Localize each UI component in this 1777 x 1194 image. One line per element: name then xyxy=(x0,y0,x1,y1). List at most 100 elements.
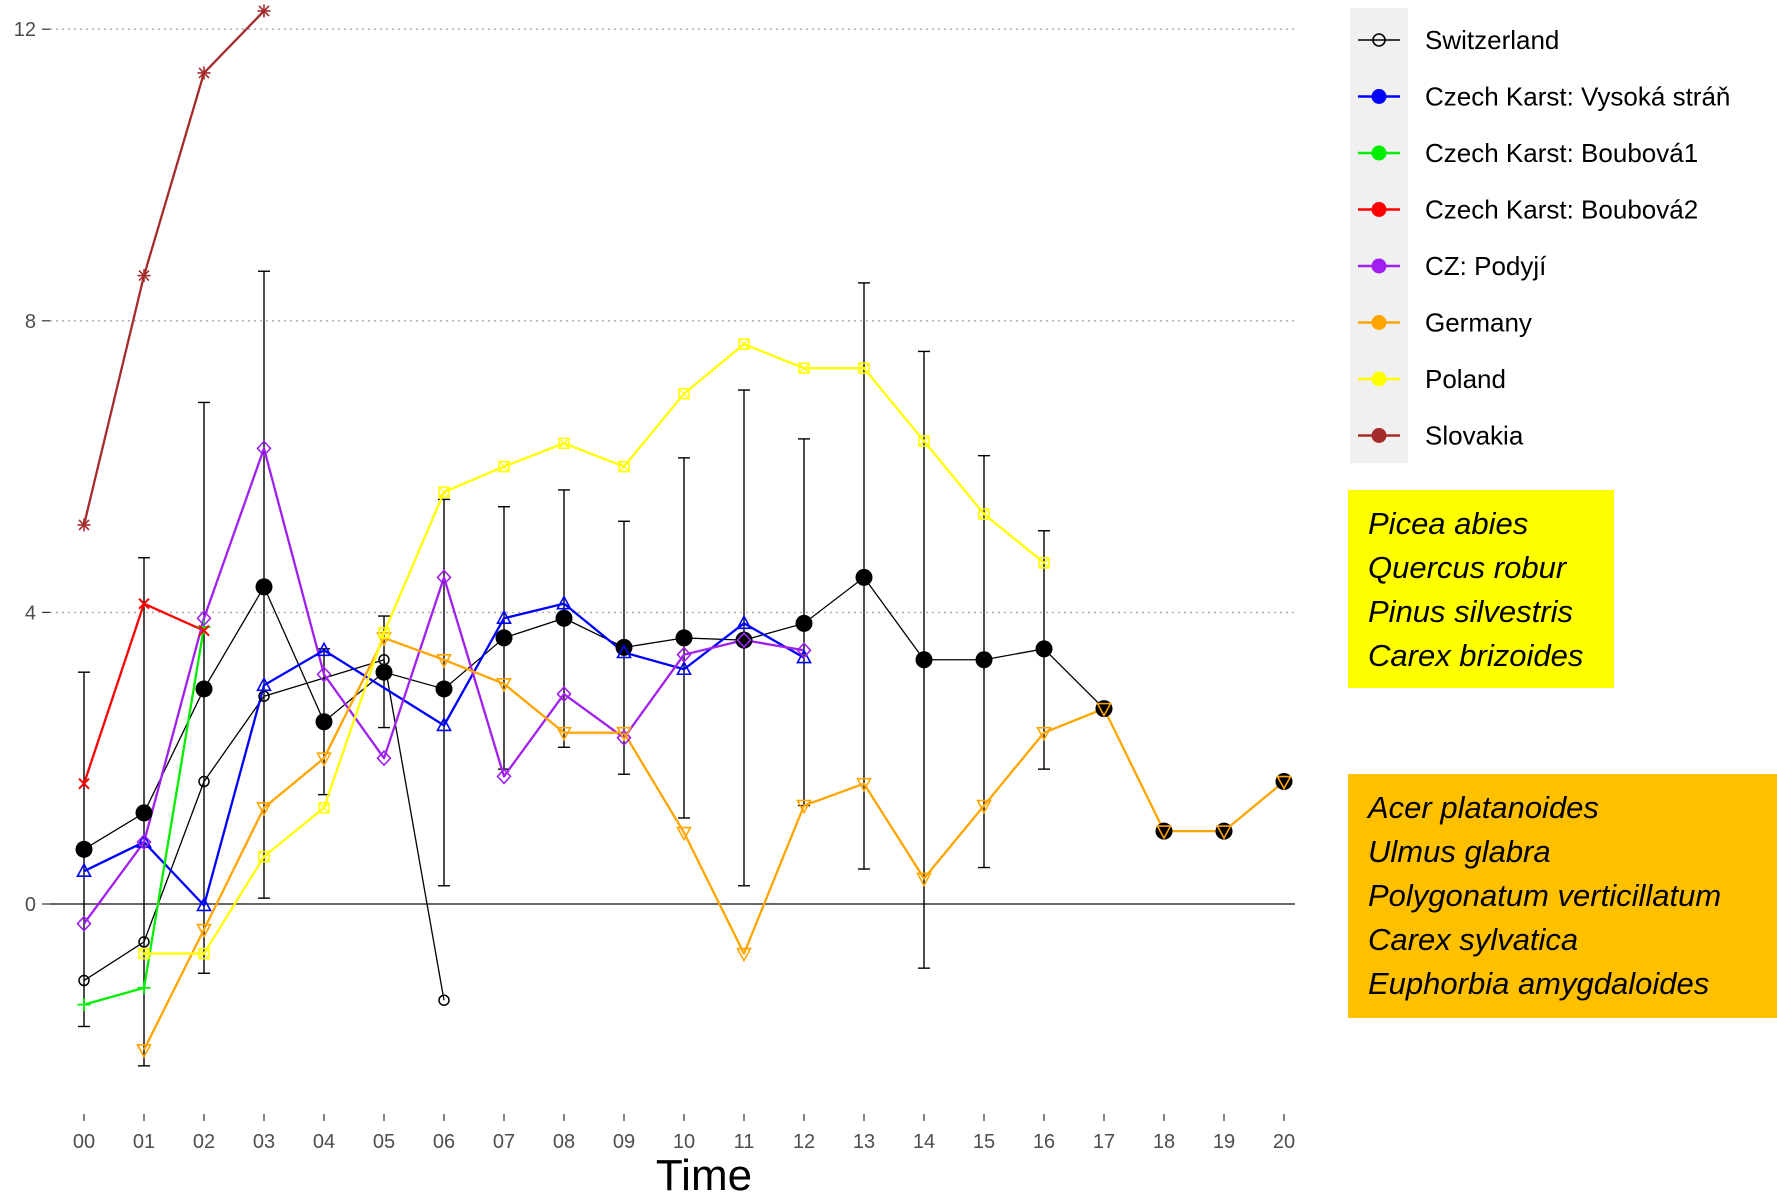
data-point xyxy=(796,642,812,659)
legend-item: Czech Karst: Vysoká stráň xyxy=(1358,82,1730,112)
data-point xyxy=(257,4,271,18)
legend-item: Poland xyxy=(1358,364,1506,394)
legend: Switzerland Czech Karst: Vysoká stráň Czec… xyxy=(1350,8,1730,463)
data-point xyxy=(555,609,573,627)
data-point xyxy=(738,338,750,350)
data-point xyxy=(676,646,692,663)
x-tick-label: 07 xyxy=(493,1131,515,1153)
data-point xyxy=(76,862,92,877)
data-point xyxy=(196,896,212,912)
data-point xyxy=(975,651,993,669)
legend-key-marker xyxy=(1371,428,1387,443)
data-point xyxy=(258,850,270,863)
data-point xyxy=(1036,726,1052,742)
series-line xyxy=(142,636,1285,1051)
y-axis-ticks: 0 4 8 12 xyxy=(14,19,50,916)
legend-label: Slovakia xyxy=(1425,421,1524,451)
data-point xyxy=(75,840,93,858)
data-point xyxy=(137,981,151,995)
x-tick-label: 17 xyxy=(1093,1131,1115,1153)
x-tick-label: 04 xyxy=(313,1131,335,1153)
series-line xyxy=(83,447,805,925)
data-point xyxy=(676,660,692,676)
legend-label: Czech Karst: Boubová2 xyxy=(1425,195,1698,225)
data-point xyxy=(138,936,150,948)
data-point xyxy=(736,947,752,963)
data-point xyxy=(796,799,812,815)
legend-label: CZ: Podyjí xyxy=(1425,251,1547,281)
y-tick-label: 4 xyxy=(25,602,36,624)
data-point xyxy=(858,362,870,374)
data-point xyxy=(796,648,812,664)
x-tick-label: 01 xyxy=(133,1131,155,1153)
legend-item: Czech Karst: Boubová1 xyxy=(1358,138,1698,168)
data-point xyxy=(976,799,992,815)
series-line xyxy=(83,659,445,1001)
legend-item: CZ: Podyjí xyxy=(1358,251,1547,281)
data-point xyxy=(736,631,752,649)
data-point xyxy=(256,676,272,692)
x-tick-label: 13 xyxy=(853,1131,875,1153)
data-point xyxy=(915,651,933,669)
species-box-yellow: Picea abies Quercus robur Pinus silvestris… xyxy=(1348,490,1614,688)
legend-key-marker xyxy=(1371,258,1387,274)
data-point xyxy=(198,947,210,960)
data-point xyxy=(378,627,390,639)
data-point xyxy=(736,614,752,630)
data-point xyxy=(138,947,150,960)
legend-key-marker xyxy=(1371,371,1387,387)
x-tick-label: 19 xyxy=(1213,1131,1235,1153)
x-tick-label: 15 xyxy=(973,1131,995,1153)
x-tick-label: 16 xyxy=(1033,1131,1055,1153)
legend-label: Czech Karst: Vysoká stráň xyxy=(1425,82,1730,112)
species-name: Pinus silvestris xyxy=(1368,594,1573,629)
legend-label: Poland xyxy=(1425,364,1506,394)
data-point xyxy=(856,777,872,793)
x-tick-label: 18 xyxy=(1153,1131,1175,1153)
legend-key-marker xyxy=(1371,202,1387,217)
data-point xyxy=(798,362,810,374)
legend-key-marker xyxy=(1371,89,1387,104)
species-name: Polygonatum verticillatum xyxy=(1368,878,1722,913)
grid-lines xyxy=(50,28,1295,905)
legend-item: Slovakia xyxy=(1358,421,1524,451)
legend-label: Czech Karst: Boubová1 xyxy=(1425,138,1698,168)
data-point xyxy=(855,568,873,586)
data-point xyxy=(795,614,813,632)
data-point xyxy=(316,752,332,767)
data-point xyxy=(198,775,210,788)
data-point xyxy=(198,624,210,637)
series-line xyxy=(144,342,1045,955)
data-point xyxy=(616,643,632,659)
x-tick-label: 08 xyxy=(553,1131,575,1153)
x-axis-ticks: 00 01 02 03 04 05 06 07 08 09 10 11 12 13 14 15 16 17 18 19… xyxy=(73,1114,1295,1153)
data-point xyxy=(136,833,152,848)
data-point xyxy=(76,915,92,932)
data-point xyxy=(1216,825,1232,840)
data-point xyxy=(136,833,152,851)
data-point xyxy=(436,653,452,669)
legend-key-marker xyxy=(1371,145,1387,161)
data-point xyxy=(378,654,390,666)
series-lines xyxy=(82,10,1285,1051)
data-point xyxy=(675,629,693,647)
data-point xyxy=(318,802,330,814)
species-name: Quercus robur xyxy=(1368,550,1567,585)
data-point xyxy=(558,437,570,450)
data-point xyxy=(495,629,513,647)
data-point xyxy=(315,713,333,731)
data-point xyxy=(135,804,153,822)
data-point xyxy=(496,768,512,785)
species-name: Acer platanoides xyxy=(1368,790,1599,825)
data-point xyxy=(138,597,150,610)
species-name: Carex sylvatica xyxy=(1368,922,1579,957)
x-tick-label: 12 xyxy=(793,1131,815,1153)
data-point xyxy=(498,460,510,473)
data-point xyxy=(316,666,332,683)
species-name: Picea abies xyxy=(1368,506,1529,541)
x-tick-label: 09 xyxy=(613,1131,635,1153)
legend-item: Germany xyxy=(1358,308,1532,338)
data-point xyxy=(256,440,272,457)
data-point xyxy=(1096,702,1112,718)
data-point xyxy=(316,641,332,657)
